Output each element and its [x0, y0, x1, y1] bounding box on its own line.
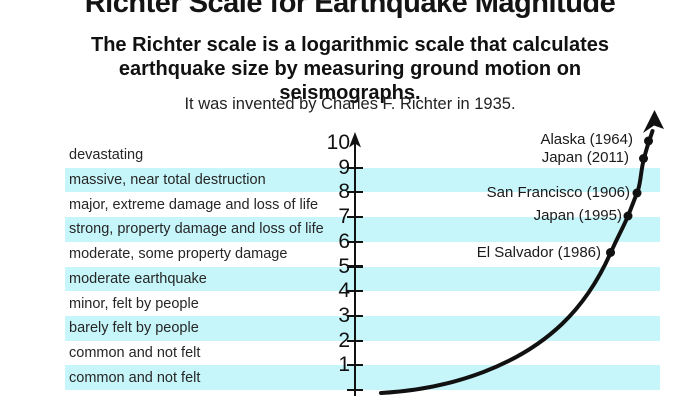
event-label-alaska-1964: Alaska (1964)	[540, 131, 633, 148]
event-label-el-salvador-1986: El Salvador (1986)	[476, 243, 601, 261]
severity-label-1: common and not felt	[69, 369, 201, 386]
axis-label-4: 4	[338, 279, 350, 303]
severity-label-10: devastating	[69, 147, 144, 164]
axis-tick-7	[347, 216, 363, 219]
severity-label-3: barely felt by people	[69, 320, 199, 337]
severity-band-1: common and not felt	[65, 365, 660, 390]
severity-label-8: major, extreme damage and loss of life	[69, 196, 319, 213]
axis-label-7: 7	[338, 205, 350, 229]
severity-band-2: common and not felt	[65, 341, 660, 366]
axis-tick-9	[347, 166, 363, 169]
subtitle: The Richter scale is a logarithmic scale…	[91, 34, 609, 104]
axis-label-6: 6	[338, 229, 350, 253]
axis-label-3: 3	[338, 303, 350, 327]
axis-label-9: 9	[338, 155, 350, 179]
axis-tick-8	[347, 191, 363, 194]
severity-label-2: common and not felt	[69, 344, 201, 361]
page-title: Richter Scale for Earthquake Magnitude	[84, 0, 616, 19]
severity-band-4: minor, felt by people	[65, 291, 660, 316]
axis-tick-6	[347, 240, 363, 243]
severity-band-5: moderate earthquake	[65, 266, 660, 292]
severity-label-5: moderate earthquake	[69, 270, 207, 287]
severity-label-9: massive, near total destruction	[69, 172, 266, 189]
severity-band-6: moderate, some property damage	[65, 242, 660, 267]
axis-tick-5	[347, 265, 363, 268]
axis-label-1: 1	[338, 353, 350, 377]
y-axis	[354, 140, 357, 396]
invention-note: It was invented by Charles F. Richter in…	[184, 95, 516, 113]
axis-label-10: 10	[326, 131, 350, 154]
event-label-japan-1995: Japan (1995)	[533, 206, 622, 224]
axis-tick-3	[347, 314, 363, 317]
severity-label-7: strong, property damage and loss of life	[69, 221, 324, 238]
axis-tick-0	[347, 388, 363, 392]
axis-label-8: 8	[338, 180, 350, 204]
severity-label-4: minor, felt by people	[69, 295, 199, 312]
axis-label-5: 5	[338, 254, 350, 278]
axis-tick-1	[347, 364, 363, 367]
event-label-san-francisco-1906: San Francisco (1906)	[486, 183, 630, 201]
severity-band-10: devastating	[65, 143, 660, 168]
axis-tick-4	[347, 290, 363, 293]
severity-band-3: barely felt by people	[65, 315, 660, 341]
severity-label-6: moderate, some property damage	[69, 246, 288, 263]
severity-band-8: major, extreme damage and loss of life	[65, 192, 660, 217]
event-label-japan-2011: Japan (2011)	[541, 149, 629, 166]
axis-label-2: 2	[338, 328, 350, 352]
axis-tick-2	[347, 339, 363, 342]
